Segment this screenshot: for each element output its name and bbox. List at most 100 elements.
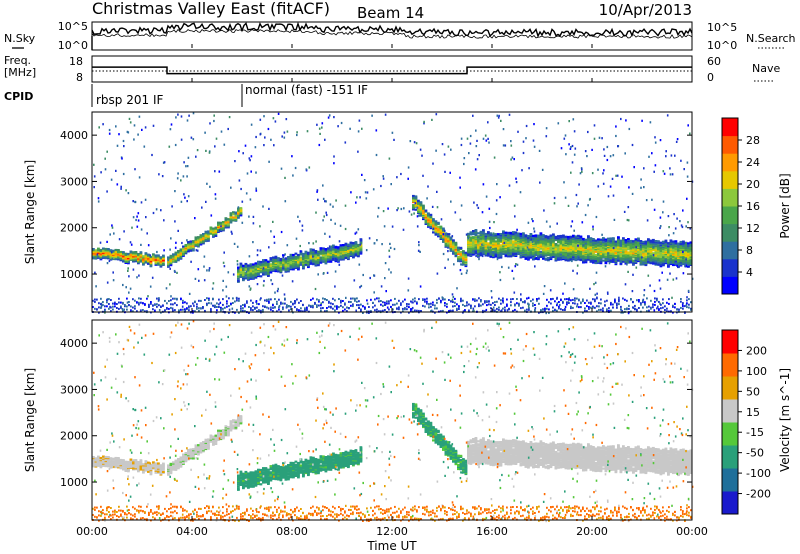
power-cell bbox=[637, 241, 640, 244]
power-cell bbox=[477, 238, 480, 241]
power-cell bbox=[247, 264, 250, 267]
power-clutter-cell bbox=[108, 307, 110, 310]
power-noise-cell bbox=[460, 263, 462, 266]
power-cell bbox=[92, 252, 95, 255]
power-clutter-cell bbox=[446, 303, 448, 306]
power-cell bbox=[569, 238, 573, 241]
power-clutter-cell bbox=[318, 300, 320, 303]
power-noise-cell bbox=[144, 198, 147, 201]
power-noise-cell bbox=[176, 271, 178, 274]
power-noise-cell bbox=[606, 145, 609, 149]
power-noise-cell bbox=[564, 305, 567, 309]
power-noise-cell bbox=[527, 221, 530, 224]
power-clutter-cell bbox=[404, 307, 406, 310]
power-noise-cell bbox=[416, 215, 419, 218]
power-cell bbox=[212, 227, 215, 230]
power-cell bbox=[249, 266, 253, 269]
power-cell bbox=[482, 247, 485, 250]
power-clutter-cell bbox=[410, 310, 412, 313]
power-noise-cell bbox=[316, 123, 318, 126]
power-noise-cell bbox=[674, 154, 676, 157]
power-noise-cell bbox=[499, 271, 501, 274]
power-noise-cell bbox=[169, 128, 172, 131]
power-noise-cell bbox=[476, 139, 478, 142]
power-noise-cell bbox=[322, 272, 325, 275]
power-clutter-cell bbox=[552, 309, 554, 312]
power-noise-cell bbox=[683, 168, 685, 171]
power-clutter-cell bbox=[206, 304, 208, 307]
power-noise-cell bbox=[491, 296, 493, 299]
power-cell bbox=[662, 240, 665, 243]
power-noise-cell bbox=[143, 145, 146, 148]
power-noise-cell bbox=[662, 170, 665, 173]
power-cell bbox=[559, 234, 563, 238]
power-noise-cell bbox=[263, 279, 265, 283]
power-cell bbox=[669, 240, 673, 243]
power-clutter-cell bbox=[446, 305, 448, 308]
power-cell bbox=[569, 240, 573, 243]
power-noise-cell bbox=[579, 172, 582, 175]
power-noise-cell bbox=[514, 265, 517, 268]
power-clutter-cell bbox=[396, 307, 398, 310]
power-cell bbox=[447, 233, 450, 236]
power-noise-cell bbox=[681, 225, 684, 229]
power-noise-cell bbox=[140, 228, 143, 231]
power-noise-cell bbox=[641, 119, 643, 122]
power-cell bbox=[492, 237, 495, 240]
power-clutter-cell bbox=[252, 305, 254, 308]
power-clutter-cell bbox=[330, 302, 332, 305]
power-clutter-cell bbox=[320, 307, 322, 310]
power-cell bbox=[444, 232, 448, 235]
power-cell bbox=[239, 271, 243, 274]
power-noise-cell bbox=[484, 237, 487, 240]
power-noise-cell bbox=[581, 168, 583, 171]
power-noise-cell bbox=[333, 155, 335, 158]
power-noise-cell bbox=[609, 185, 612, 188]
power-cell bbox=[567, 252, 570, 255]
power-noise-cell bbox=[463, 162, 465, 166]
power-cell bbox=[597, 257, 600, 260]
power-cell bbox=[534, 256, 538, 259]
power-clutter-cell bbox=[492, 302, 494, 305]
power-cell bbox=[524, 234, 528, 237]
power-noise-cell bbox=[553, 202, 556, 205]
power-clutter-cell bbox=[456, 307, 458, 310]
power-cell bbox=[652, 238, 655, 242]
power-noise-cell bbox=[238, 179, 241, 182]
power-noise-cell bbox=[256, 283, 259, 286]
power-clutter-cell bbox=[106, 299, 108, 302]
power-cell bbox=[437, 228, 440, 231]
power-cell bbox=[544, 254, 548, 257]
power-noise-cell bbox=[419, 148, 422, 151]
power-noise-cell bbox=[301, 229, 304, 232]
power-cell bbox=[644, 240, 648, 243]
power-clutter-cell bbox=[332, 307, 334, 310]
power-clutter-cell bbox=[352, 303, 354, 306]
power-noise-cell bbox=[280, 230, 283, 234]
power-clutter-cell bbox=[484, 301, 486, 304]
power-clutter-cell bbox=[332, 297, 334, 300]
power-cell bbox=[357, 248, 360, 251]
power-clutter-cell bbox=[312, 297, 314, 300]
power-noise-cell bbox=[362, 273, 364, 277]
power-clutter-cell bbox=[268, 301, 270, 304]
power-cell bbox=[327, 247, 330, 250]
power-clutter-cell bbox=[408, 303, 410, 306]
power-cell bbox=[309, 251, 313, 254]
power-clutter-cell bbox=[142, 309, 144, 311]
power-cell bbox=[132, 251, 135, 254]
power-cell bbox=[487, 254, 490, 257]
power-noise-cell bbox=[366, 302, 369, 305]
freq-label: Freq. bbox=[4, 54, 31, 67]
power-noise-cell bbox=[123, 145, 125, 148]
power-cell bbox=[292, 255, 295, 259]
power-noise-cell bbox=[419, 285, 422, 288]
power-noise-cell bbox=[462, 310, 465, 313]
power-clutter-cell bbox=[270, 306, 272, 309]
power-cell bbox=[524, 251, 528, 254]
power-noise-cell bbox=[525, 124, 528, 128]
power-cell bbox=[679, 246, 683, 249]
power-cell bbox=[119, 253, 123, 256]
power-cell bbox=[324, 256, 328, 259]
power-noise-cell bbox=[572, 118, 575, 121]
